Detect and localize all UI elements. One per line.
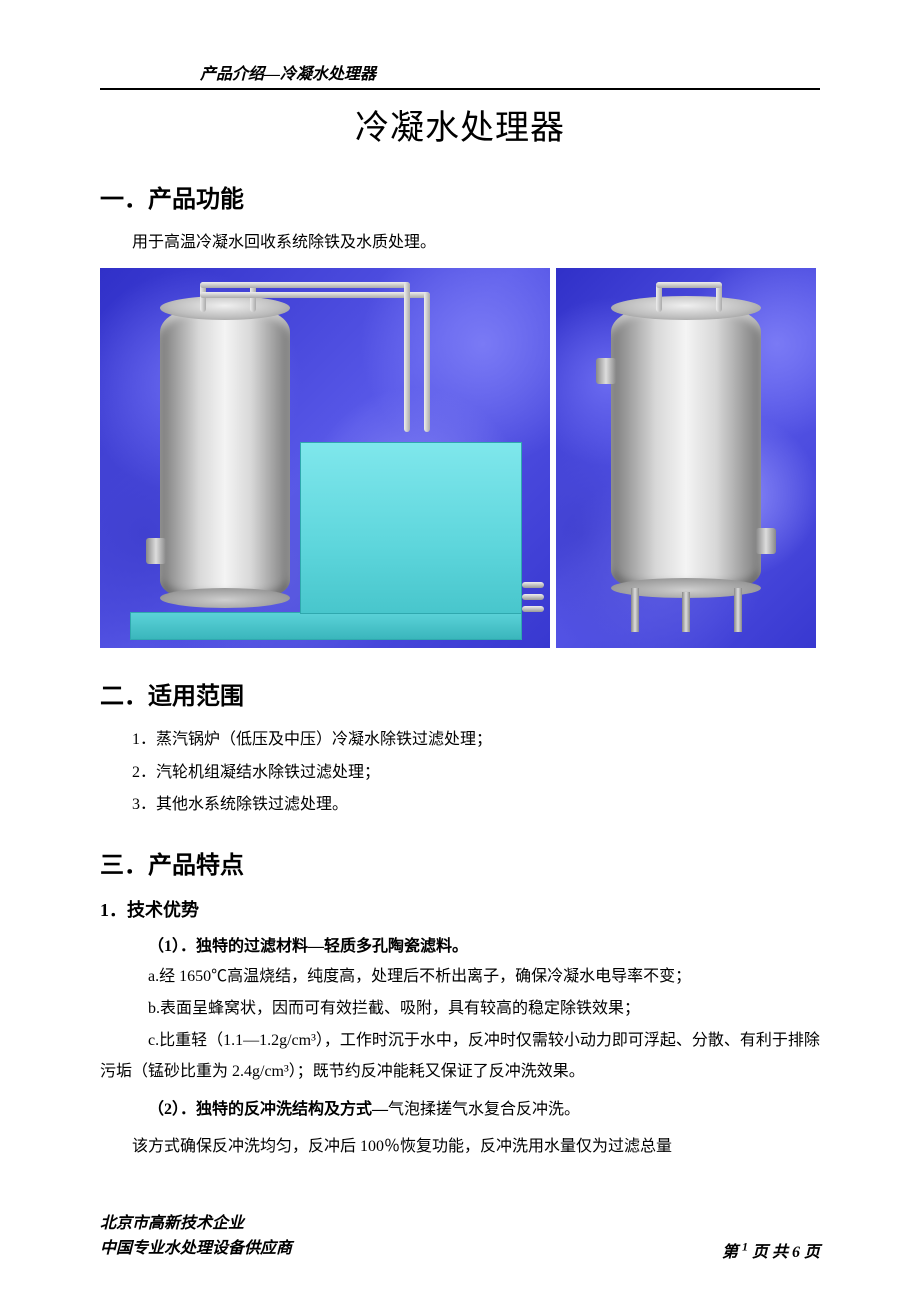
subsection-3-1-heading: 1．技术优势 (100, 896, 820, 922)
point-1-c: c.比重轻（1.1—1.2g/cm³），工作时沉于水中，反冲时仅需较小动力即可浮… (100, 1026, 820, 1087)
page-prefix: 第 (722, 1244, 738, 1261)
scope-item-2: 2．汽轮机组凝结水除铁过滤处理； (132, 758, 820, 788)
section-1-text: 用于高温冷凝水回收系统除铁及水质处理。 (100, 228, 820, 258)
point-2-label: （2）．独特的反冲洗结构及方式— (148, 1101, 388, 1118)
page: 产品介绍—冷凝水处理器 冷凝水处理器 一．产品功能 用于高温冷凝水回收系统除铁及… (0, 0, 920, 1302)
tank-side-flange (146, 538, 166, 564)
scope-item-3: 3．其他水系统除铁过滤处理。 (132, 790, 820, 820)
tank-leg (631, 588, 639, 632)
page-total: 6 (792, 1244, 800, 1261)
section-1-heading: 一．产品功能 (100, 179, 820, 214)
running-header: 产品介绍—冷凝水处理器 (200, 60, 820, 84)
point-2-label-tail: 气泡揉搓气水复合反冲洗。 (388, 1101, 580, 1118)
tank-top-cap (611, 296, 761, 320)
port-icon (522, 582, 544, 588)
pipe-icon (656, 282, 722, 288)
section-2-heading: 二．适用范围 (100, 676, 820, 711)
footer-org-1: 北京市高新技术企业 (100, 1211, 820, 1237)
tank-top-cap (160, 296, 290, 320)
section-3-heading: 三．产品特点 (100, 845, 820, 880)
point-2-line: （2）．独特的反冲洗结构及方式—气泡揉搓气水复合反冲洗。 (148, 1095, 820, 1125)
pipe-icon (404, 282, 410, 432)
point-1-a: a.经 1650℃高温烧结，纯度高，处理后不析出离子，确保冷凝水电导率不变； (148, 962, 820, 992)
base-plate (130, 612, 522, 640)
point-1-b: b.表面呈蜂窝状，因而可有效拦截、吸附，具有较高的稳定除铁效果； (148, 994, 820, 1024)
flange-icon (756, 528, 776, 554)
pipe-icon (424, 292, 430, 432)
flange-icon (596, 358, 616, 384)
point-2-text: 该方式确保反冲洗均匀，反冲后 100％恢复功能，反冲洗用水量仅为过滤总量 (100, 1132, 820, 1162)
port-icon (522, 606, 544, 612)
figure-left (100, 268, 550, 648)
tank-left (160, 308, 290, 598)
port-icon (522, 594, 544, 600)
scope-item-1: 1．蒸汽锅炉（低压及中压）冷凝水除铁过滤处理； (132, 725, 820, 755)
page-suffix: 页 (800, 1244, 820, 1261)
page-footer: 北京市高新技术企业 中国专业水处理设备供应商 第 1 页 共 6 页 (100, 1211, 820, 1262)
page-current: 1 (742, 1240, 748, 1254)
point-1-label: （1）．独特的过滤材料—轻质多孔陶瓷滤料。 (148, 932, 820, 956)
document-title: 冷凝水处理器 (100, 100, 820, 149)
page-number: 第 1 页 共 6 页 (722, 1238, 820, 1262)
tank-leg (734, 588, 742, 632)
header-rule (100, 88, 820, 90)
figure-row (100, 268, 820, 648)
tank-leg (682, 592, 690, 632)
pipe-icon (200, 292, 430, 298)
tank-right (611, 308, 761, 588)
control-box (300, 442, 522, 614)
pipe-icon (200, 282, 410, 288)
footer-org-2: 中国专业水处理设备供应商 (100, 1236, 820, 1262)
figure-right (556, 268, 816, 648)
page-mid: 页 共 (752, 1244, 792, 1261)
